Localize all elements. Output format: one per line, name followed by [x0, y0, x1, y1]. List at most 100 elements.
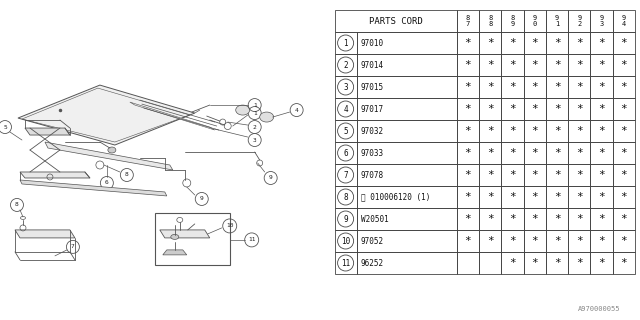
Bar: [524, 252, 546, 274]
Bar: [568, 186, 591, 208]
Bar: [612, 120, 635, 142]
Text: 6: 6: [105, 180, 109, 186]
Bar: [568, 208, 591, 230]
Bar: [457, 230, 479, 252]
Bar: [524, 10, 546, 32]
Text: *: *: [598, 104, 605, 114]
Text: *: *: [576, 126, 582, 136]
Text: 10: 10: [226, 223, 234, 228]
Bar: [524, 142, 546, 164]
Bar: [546, 10, 568, 32]
Bar: [501, 208, 524, 230]
Bar: [356, 142, 457, 164]
Bar: [501, 32, 524, 54]
Bar: [335, 186, 356, 208]
Text: *: *: [554, 214, 561, 224]
Text: *: *: [531, 214, 538, 224]
Text: *: *: [554, 82, 561, 92]
Bar: [524, 120, 546, 142]
Bar: [546, 186, 568, 208]
Text: *: *: [576, 104, 582, 114]
Text: *: *: [531, 126, 538, 136]
Text: 9
4: 9 4: [621, 15, 626, 27]
Text: *: *: [576, 258, 582, 268]
Bar: [612, 230, 635, 252]
Text: 9
1: 9 1: [555, 15, 559, 27]
Text: 8: 8: [125, 172, 129, 178]
Text: *: *: [509, 258, 516, 268]
Polygon shape: [20, 172, 90, 178]
Ellipse shape: [260, 112, 274, 122]
Bar: [524, 230, 546, 252]
Bar: [479, 186, 501, 208]
Bar: [356, 208, 457, 230]
Text: *: *: [465, 148, 471, 158]
Text: 5: 5: [343, 126, 348, 135]
Text: 8: 8: [15, 203, 19, 207]
Bar: [612, 186, 635, 208]
Bar: [546, 76, 568, 98]
Text: *: *: [487, 38, 493, 48]
Bar: [335, 98, 356, 120]
Text: *: *: [531, 60, 538, 70]
Text: 8: 8: [343, 193, 348, 202]
Bar: [612, 54, 635, 76]
Text: *: *: [620, 104, 627, 114]
Text: *: *: [509, 148, 516, 158]
Text: *: *: [554, 236, 561, 246]
Text: 97078: 97078: [361, 171, 384, 180]
Bar: [591, 164, 612, 186]
Polygon shape: [45, 142, 173, 170]
Text: 9: 9: [200, 196, 204, 202]
Bar: [356, 120, 457, 142]
Bar: [155, 213, 230, 265]
Text: *: *: [465, 126, 471, 136]
Bar: [479, 32, 501, 54]
Text: *: *: [620, 38, 627, 48]
Text: 2: 2: [253, 124, 257, 130]
Bar: [335, 76, 356, 98]
Bar: [591, 208, 612, 230]
Bar: [524, 164, 546, 186]
Bar: [568, 164, 591, 186]
Text: *: *: [487, 126, 493, 136]
Text: *: *: [465, 60, 471, 70]
Bar: [612, 142, 635, 164]
Bar: [524, 208, 546, 230]
Bar: [568, 10, 591, 32]
Bar: [546, 32, 568, 54]
Text: *: *: [620, 258, 627, 268]
Polygon shape: [20, 180, 167, 196]
Text: *: *: [531, 82, 538, 92]
Text: *: *: [554, 258, 561, 268]
Text: 9
2: 9 2: [577, 15, 581, 27]
Text: *: *: [554, 126, 561, 136]
Bar: [524, 32, 546, 54]
Text: *: *: [509, 104, 516, 114]
Bar: [479, 10, 501, 32]
Text: *: *: [531, 170, 538, 180]
Bar: [479, 164, 501, 186]
Text: *: *: [465, 170, 471, 180]
Text: 5: 5: [3, 124, 7, 130]
Bar: [479, 208, 501, 230]
Text: *: *: [598, 214, 605, 224]
Bar: [568, 142, 591, 164]
Bar: [457, 164, 479, 186]
Text: PARTS CORD: PARTS CORD: [369, 17, 422, 26]
Bar: [546, 98, 568, 120]
Text: *: *: [465, 236, 471, 246]
Bar: [457, 120, 479, 142]
Text: *: *: [598, 60, 605, 70]
Text: 9: 9: [343, 214, 348, 223]
Polygon shape: [25, 128, 70, 135]
Text: *: *: [531, 38, 538, 48]
Bar: [546, 142, 568, 164]
Text: 3: 3: [343, 83, 348, 92]
Text: 97032: 97032: [361, 126, 384, 135]
Bar: [457, 208, 479, 230]
Text: *: *: [598, 126, 605, 136]
Bar: [568, 252, 591, 274]
Bar: [501, 142, 524, 164]
Text: *: *: [487, 104, 493, 114]
